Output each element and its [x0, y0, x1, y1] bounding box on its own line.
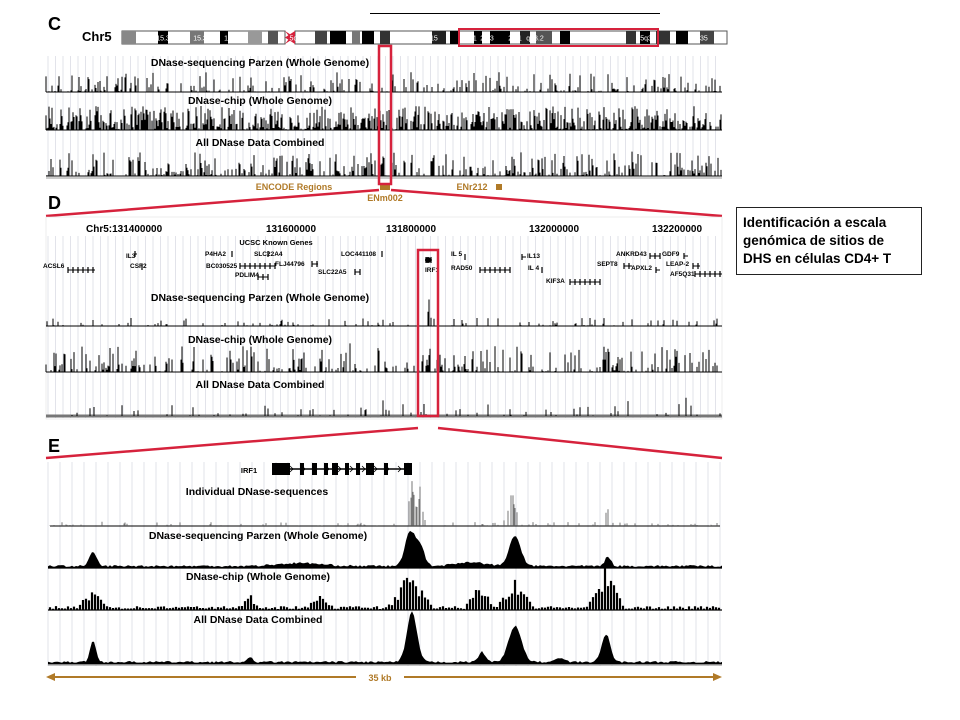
band-label: 15.3	[193, 36, 207, 43]
e-track-2-signal	[48, 567, 722, 611]
d-track-title-2: DNase-chip (Whole Genome)	[188, 334, 332, 346]
c-track-title-3: All DNase Data Combined	[196, 137, 325, 149]
chromosome-ideogram: 15.3 15.3 12 5q11.2 5q14.3 5q15 21.1 21.3 23.1 q2…	[121, 30, 728, 45]
ucsc-known-genes-title: UCSC Known Genes	[239, 238, 312, 247]
gene-label: IL 5	[451, 251, 462, 258]
gene-label: SEPT8	[597, 261, 618, 268]
gene-label: APXL2	[631, 265, 652, 272]
zoom-line-left-cd	[45, 188, 380, 218]
e-track-title-2: DNase-sequencing Parzen (Whole Genome)	[149, 530, 367, 542]
band-label: 5q35	[692, 36, 708, 43]
gene-label: LEAP-2	[666, 261, 690, 268]
ideogram-highlight-box	[458, 28, 659, 47]
c-track-title-1: DNase-sequencing Parzen (Whole Genome)	[151, 57, 369, 69]
e-track-3-signal	[48, 611, 722, 666]
gene-label: RAD50	[451, 265, 473, 272]
band-label: 5q14.3	[397, 36, 419, 43]
gene-annotation-track: ACSL6IL3CSF2P4HA2SLC22A4LOC441108IRF1IL1…	[43, 251, 722, 285]
d-track-title-3: All DNase Data Combined	[196, 379, 325, 391]
gene-label: FLJ44796	[275, 261, 305, 268]
panel-c-letter: C	[48, 14, 61, 34]
d-coord-4: 132000000	[529, 224, 579, 235]
scale-bar	[46, 671, 722, 683]
band-label: q23.2	[526, 36, 544, 43]
c-track-2-signal	[45, 106, 722, 131]
band-label: 5q15	[422, 36, 438, 43]
panel-d-letter: D	[48, 193, 61, 213]
d-coord-1: Chr5:131400000	[86, 224, 163, 235]
d-coord-3: 131800000	[386, 224, 436, 235]
e-track-1-signal	[48, 530, 722, 569]
enm002-label: ENm002	[367, 193, 403, 203]
d-coord-5: 132200000	[652, 224, 702, 235]
d-zoom-box	[416, 248, 440, 418]
irf1-gene-model	[272, 463, 412, 475]
c-track-3-signal	[46, 151, 722, 177]
d-track-2-signal	[45, 343, 722, 373]
d-track-3-signal	[46, 397, 722, 418]
enr212-label: ENr212	[456, 182, 487, 192]
gene-label: LOC441108	[341, 251, 376, 258]
band-label: 5q34	[640, 36, 656, 43]
band-label: 21.3	[480, 36, 494, 43]
band-label: 23.1	[508, 36, 522, 43]
enm002-block	[380, 184, 390, 190]
enr212-block	[496, 184, 502, 190]
panel-d-grid	[47, 236, 716, 418]
band-label: q31.3	[597, 36, 615, 43]
panel-c-grid	[47, 56, 716, 176]
gene-label: P4HA2	[205, 251, 226, 258]
panel-e-grid	[47, 462, 721, 666]
gene-label: AF5Q31	[670, 271, 695, 278]
gene-label: KIF3A	[546, 278, 565, 285]
gene-label: IL3	[126, 253, 136, 260]
gene-label: IL 4	[528, 265, 539, 272]
irf1-gene-label: IRF1	[241, 466, 257, 475]
zoom-line-right-de	[437, 426, 723, 460]
d-track-1-signal	[46, 299, 722, 327]
c-zoom-box	[377, 44, 393, 186]
gene-label: SLC22A5	[318, 269, 347, 276]
e-individual-sequences	[49, 481, 720, 527]
gene-label: ACSL6	[43, 263, 65, 270]
band-label: 15.3	[156, 36, 170, 43]
d-track-title-1: DNase-sequencing Parzen (Whole Genome)	[151, 292, 369, 304]
gene-label: IL13	[527, 253, 540, 260]
gene-label: CSF2	[130, 263, 147, 270]
panel-e-letter: E	[48, 436, 60, 456]
top-rule	[370, 13, 660, 14]
chromosome-label: Chr5	[82, 29, 112, 44]
caption-box: Identificación a escala genómica de siti…	[736, 207, 922, 275]
e-track-title-1: Individual DNase-sequences	[186, 486, 329, 498]
zoom-line-right-cd	[390, 188, 723, 218]
gene-label: BC030525	[206, 263, 237, 270]
e-track-title-3: DNase-chip (Whole Genome)	[186, 571, 330, 583]
d-coord-2: 131600000	[266, 224, 316, 235]
gene-label: PDLIM4	[235, 272, 259, 279]
c-track-1-signal	[45, 72, 722, 93]
gene-label: GDF9	[662, 251, 680, 258]
band-label: 21.1	[463, 36, 477, 43]
band-label: 12	[224, 36, 232, 43]
band-label: 5q11.2	[290, 36, 311, 43]
encode-regions-label: ENCODE Regions	[256, 182, 333, 192]
zoom-line-left-de	[45, 426, 419, 460]
scale-bar-label: 35 kb	[368, 673, 392, 683]
c-track-title-2: DNase-chip (Whole Genome)	[188, 95, 332, 107]
gene-label: IRF1	[425, 267, 439, 274]
e-track-title-4: All DNase Data Combined	[194, 614, 323, 626]
gene-label: ANKRD43	[616, 251, 647, 258]
